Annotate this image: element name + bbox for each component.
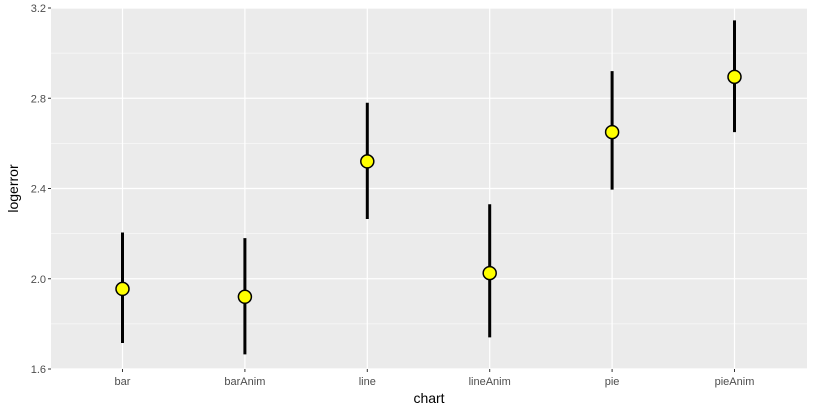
x-tick-label: barAnim xyxy=(224,376,265,388)
y-axis-title: logerror xyxy=(5,164,21,213)
data-point-lineAnim xyxy=(482,265,497,281)
y-tick-label: 3.2 xyxy=(31,3,46,15)
data-point-pieAnim xyxy=(727,69,742,85)
y-axis-ticks: 1.6 2.0 2.4 2.8 3.2 xyxy=(31,3,51,376)
data-point-bar xyxy=(115,281,130,297)
x-tick-label: pieAnim xyxy=(715,376,755,388)
x-tick-label: lineAnim xyxy=(469,376,511,388)
data-points xyxy=(115,69,742,305)
data-point-line xyxy=(360,154,375,169)
x-tick-label: line xyxy=(359,376,376,388)
x-axis-title: chart xyxy=(413,390,444,406)
data-point-barAnim xyxy=(237,289,253,305)
y-tick-label: 1.6 xyxy=(31,364,46,376)
x-axis-ticks: bar barAnim line lineAnim pie pieAnim xyxy=(115,369,755,388)
x-tick-label: bar xyxy=(115,376,131,388)
y-tick-label: 2.8 xyxy=(31,93,46,105)
data-point-pie xyxy=(604,124,620,140)
x-tick-label: pie xyxy=(605,376,620,388)
y-tick-label: 2.4 xyxy=(31,184,46,196)
minor-gridlines xyxy=(51,52,807,325)
y-tick-label: 2.0 xyxy=(31,274,46,286)
